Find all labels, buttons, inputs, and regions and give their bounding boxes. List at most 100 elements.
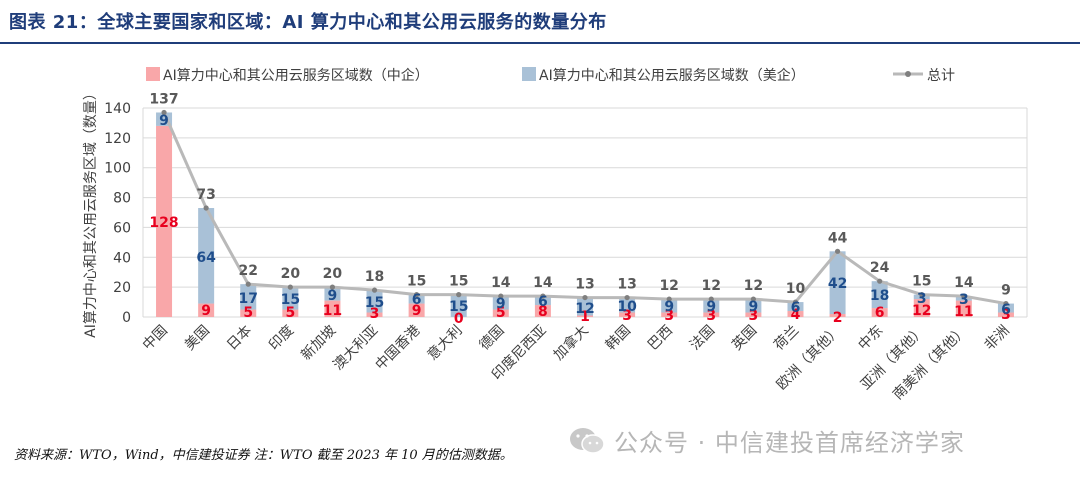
label-cn-3: 5	[285, 305, 295, 321]
wechat-icon	[570, 427, 605, 454]
x-tick-label-19: 南美洲（其他）	[890, 323, 971, 404]
label-total-6: 15	[407, 274, 426, 290]
x-tick-label-4: 新加坡	[298, 323, 339, 364]
bar-cn-9	[534, 305, 551, 317]
y-tick-label: 80	[113, 191, 131, 207]
label-total-13: 12	[702, 278, 721, 294]
x-tick-label-13: 法国	[687, 323, 718, 354]
label-us-19: 3	[959, 292, 969, 308]
label-total-17: 24	[870, 260, 890, 276]
total-marker-12	[666, 296, 672, 302]
watermark: 公众号 · 中信建投首席经济学家	[568, 423, 965, 458]
x-tick-label-17: 中东	[855, 323, 886, 354]
x-tick-label-2: 日本	[224, 323, 255, 354]
total-marker-16	[834, 248, 841, 254]
watermark-text: 公众号 · 中信建投首席经济学家	[614, 429, 965, 457]
title-rule	[0, 42, 1080, 44]
label-us-3: 15	[281, 292, 300, 308]
total-marker-18	[919, 292, 925, 298]
bar-us-11	[619, 297, 636, 313]
label-total-14: 12	[744, 278, 763, 294]
bar-us-15	[787, 302, 804, 312]
bar-cn-8	[492, 309, 509, 317]
label-total-15: 10	[786, 281, 806, 297]
label-total-3: 20	[281, 266, 301, 282]
bar-us-4	[324, 287, 341, 301]
total-marker-2	[245, 281, 251, 287]
label-cn-8: 5	[496, 305, 506, 321]
bar-cn-14	[745, 312, 762, 317]
label-cn-20: 3	[1001, 307, 1011, 323]
label-cn-12: 3	[664, 308, 674, 324]
label-us-8: 9	[496, 296, 506, 312]
total-marker-6	[414, 292, 420, 298]
label-cn-7: 0	[454, 311, 464, 327]
label-cn-2: 5	[243, 305, 253, 321]
label-total-20: 9	[1001, 283, 1011, 299]
label-us-16: 42	[828, 276, 847, 292]
label-cn-17: 6	[875, 305, 885, 321]
bar-cn-1	[198, 303, 215, 317]
total-marker-4	[329, 284, 336, 290]
label-total-19: 14	[954, 275, 974, 291]
source-note: 资料来源：WTO，Wind，中信建投证券 注：WTO 截至 2023 年 10 …	[14, 448, 513, 463]
label-us-4: 9	[328, 288, 338, 304]
y-tick-label: 120	[104, 131, 131, 147]
bar-cn-4	[324, 300, 341, 317]
label-us-13: 9	[706, 299, 716, 315]
bar-us-8	[492, 296, 509, 310]
total-marker-7	[456, 292, 462, 298]
x-tick-label-1: 美国	[182, 323, 213, 354]
label-us-0: 9	[159, 113, 169, 129]
x-tick-label-8: 德国	[477, 323, 508, 354]
total-marker-1	[203, 205, 209, 211]
x-tick-label-5: 澳大利亚	[330, 323, 381, 374]
label-cn-15: 4	[791, 307, 801, 323]
label-us-1: 64	[196, 250, 216, 266]
bar-us-13	[703, 299, 720, 313]
label-us-5: 15	[365, 295, 384, 311]
label-us-17: 18	[870, 288, 889, 304]
x-tick-label-6: 中国香港	[373, 323, 424, 374]
legend-label-us: AI算力中心和其公用云服务区域数（美企）	[539, 67, 805, 84]
label-cn-9: 8	[538, 304, 548, 320]
bar-cn-0	[156, 125, 173, 318]
total-marker-17	[877, 278, 883, 284]
total-marker-3	[287, 284, 293, 290]
bar-cn-12	[661, 312, 678, 317]
bar-us-10	[577, 297, 593, 316]
legend-swatch-cn	[146, 67, 160, 81]
y-tick-label: 140	[104, 101, 131, 117]
bar-us-2	[240, 284, 257, 310]
bar-us-20	[997, 303, 1014, 313]
label-cn-4: 11	[323, 303, 342, 319]
label-cn-6: 9	[412, 303, 422, 319]
label-cn-5: 3	[370, 306, 380, 322]
chart-title: 图表 21：全球主要国家和区域：AI 算力中心和其公用云服务的数量分布	[9, 12, 607, 33]
label-total-2: 22	[238, 263, 257, 279]
y-tick-label: 40	[113, 250, 131, 266]
label-us-11: 10	[617, 299, 637, 315]
label-us-9: 6	[538, 294, 548, 310]
label-us-2: 17	[238, 291, 257, 307]
bar-cn-16	[829, 314, 846, 317]
bar-us-3	[282, 287, 299, 310]
label-total-12: 12	[659, 278, 678, 294]
label-cn-13: 3	[706, 308, 716, 324]
label-us-7: 15	[449, 299, 468, 315]
total-marker-11	[624, 294, 630, 301]
total-marker-14	[750, 296, 756, 302]
label-us-18: 3	[917, 291, 927, 307]
label-total-4: 20	[323, 266, 343, 282]
x-tick-label-3: 印度	[266, 323, 297, 354]
total-marker-9	[540, 293, 546, 299]
total-marker-13	[708, 296, 714, 302]
legend-marker-total	[905, 71, 911, 77]
label-cn-11: 3	[622, 308, 632, 324]
label-total-10: 13	[575, 277, 594, 293]
label-cn-14: 3	[749, 308, 759, 324]
y-tick-label: 100	[104, 161, 131, 177]
y-tick-label: 20	[113, 280, 131, 296]
label-cn-10: 1	[580, 309, 590, 325]
total-marker-19	[961, 293, 967, 299]
